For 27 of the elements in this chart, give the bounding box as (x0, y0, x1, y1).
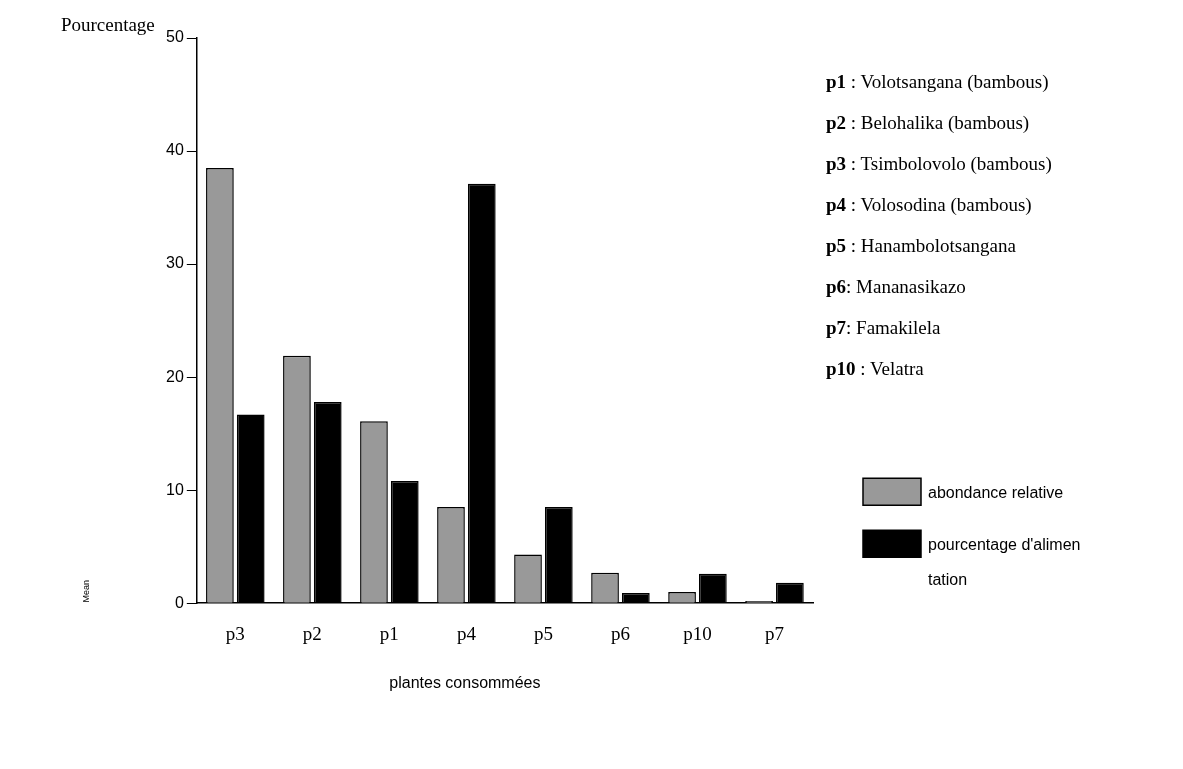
text: p3 : Tsimbolovolo (bambous) (826, 152, 1052, 175)
y-axis-title: Pourcentage (60, 13, 155, 35)
y-tick-label: 0 (174, 593, 184, 611)
text: p7: Famakilela (826, 316, 942, 338)
legend-label: abondance relative (928, 483, 1064, 501)
x-tick-label: p7 (764, 622, 784, 644)
text: p10 : Velatra (826, 357, 925, 379)
x-tick-label: p2 (302, 622, 322, 644)
text: p6: Mananasikazo (826, 275, 966, 297)
x-tick-label: p4 (456, 622, 477, 644)
y-tick-label: 50 (166, 28, 184, 46)
x-tick-label: p3 (225, 622, 245, 644)
text: p2 : Belohalika (bambous) (826, 111, 1030, 134)
text: p1 : Volotsangana (bambous) (826, 70, 1049, 93)
x-tick-label: p1 (379, 622, 399, 644)
x-axis-title: plantes consommées (389, 673, 541, 691)
text: p4 : Volosodina (bambous) (826, 193, 1032, 216)
x-tick-label: p10 (683, 622, 712, 644)
legend-label: pourcentage d'alimen tation (928, 535, 1081, 588)
y-tick-label: 10 (166, 480, 184, 498)
y-tick-label: 30 (166, 254, 184, 272)
x-tick-label: p6 (610, 622, 630, 644)
text: p5 : Hanambolotsangana (826, 234, 1017, 256)
text: Mean (81, 579, 92, 603)
y-tick-label: 40 (166, 141, 184, 159)
y-tick-label: 20 (166, 367, 184, 385)
x-tick-label: p5 (533, 622, 553, 644)
